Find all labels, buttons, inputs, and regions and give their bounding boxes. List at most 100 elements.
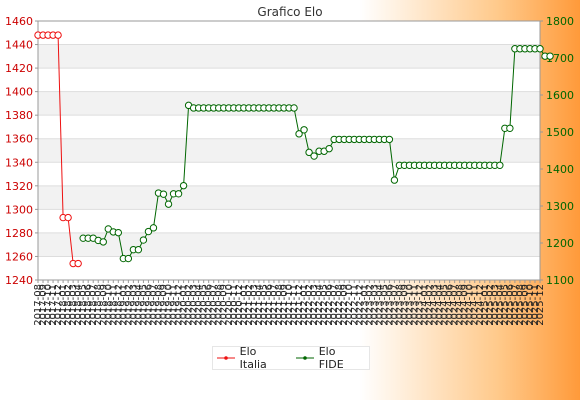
x-tick-label: 2025-12 — [535, 284, 546, 326]
series-point-1 — [134, 245, 143, 254]
series-point-0 — [74, 259, 82, 268]
x-tick-label: 2022-06 — [324, 284, 335, 326]
plot-band — [38, 91, 540, 116]
series-point-1 — [139, 236, 148, 244]
x-tick-label: 2020-10 — [224, 284, 235, 326]
x-tick-label: 2025-08 — [515, 284, 526, 326]
x-tick-label: 2024-06 — [445, 284, 456, 326]
x-tick-label: 2024-03 — [430, 284, 441, 326]
x-tick-label: 2020-07 — [209, 284, 220, 326]
x-tick-label: 2024-10 — [465, 284, 476, 326]
x-tick-label: 2018-11 — [108, 284, 119, 326]
series-point-1 — [149, 224, 158, 232]
series-point-1 — [325, 144, 333, 153]
x-tick-label: 2022-05 — [319, 284, 330, 326]
series-point-0 — [64, 213, 72, 222]
series-point-1 — [164, 200, 173, 208]
y-left-tick-label: 1460 — [5, 15, 33, 28]
x-tick-label: 2019-10 — [164, 284, 175, 326]
legend-swatch-elo-italia — [217, 356, 235, 360]
x-tick-label: 2022-02 — [304, 284, 315, 326]
x-tick-label: 2023-11 — [410, 284, 421, 326]
x-tick-label: 2023-12 — [415, 284, 426, 326]
x-tick-label: 2018-12 — [113, 284, 124, 326]
x-tick-label: 2020-11 — [229, 284, 240, 326]
x-tick-label: 2018-10 — [103, 284, 114, 326]
y-left-tick-label: 1340 — [5, 156, 33, 169]
series-point-0 — [54, 31, 62, 39]
plot-band — [38, 256, 540, 280]
series-point-1 — [174, 190, 183, 198]
x-tick-label: 2021-01 — [239, 284, 250, 326]
x-tick-label: 2020-08 — [214, 284, 225, 326]
x-tick-label: 2019-07 — [148, 284, 159, 326]
x-tick-label: 2024-11 — [470, 284, 481, 326]
x-tick-label: 2021-07 — [269, 284, 280, 326]
plot-band — [38, 185, 540, 210]
y-left-tick-label: 1280 — [5, 227, 33, 240]
x-tick-label: 2024-12 — [475, 284, 486, 326]
series-point-1 — [536, 45, 544, 53]
x-tick-label: 2018-06 — [83, 284, 94, 326]
x-tick-label: 2024-08 — [455, 284, 466, 326]
legend: Elo Italia Elo FIDE — [212, 345, 370, 371]
chart-title: Grafico Elo — [257, 5, 322, 19]
x-tick-label: 2024-02 — [425, 284, 436, 326]
y-right-tick-label: 1200 — [546, 237, 574, 250]
x-tick-label: 2019-02 — [123, 284, 134, 326]
series-point-1 — [159, 190, 168, 198]
x-tick-label: 2017-11 — [48, 284, 59, 326]
plot-band — [38, 232, 540, 257]
x-tick-label: 2023-09 — [399, 284, 410, 326]
legend-item-elo-fide: Elo FIDE — [296, 345, 363, 371]
x-tick-label: 2025-03 — [490, 284, 501, 326]
x-tick-label: 2020-01 — [179, 284, 190, 326]
x-tick-label: 2025-10 — [525, 284, 536, 326]
x-tick-label: 2020-03 — [189, 284, 200, 326]
x-tick-label: 2023-05 — [379, 284, 390, 326]
series-point-1 — [546, 52, 554, 60]
x-tick-label: 2021-12 — [294, 284, 305, 326]
series-point-1 — [99, 238, 107, 246]
x-tick-label: 2022-03 — [309, 284, 320, 326]
x-tick-label: 2018-09 — [98, 284, 109, 326]
series-point-1 — [179, 181, 188, 190]
x-tick-label: 2018-05 — [78, 284, 89, 326]
x-tick-label: 2020-12 — [234, 284, 245, 326]
x-tick-label: 2023-06 — [384, 284, 395, 326]
y-right-tick-label: 1100 — [546, 274, 574, 287]
x-tick-label: 2018-07 — [88, 284, 99, 326]
x-tick-label: 2020-04 — [194, 284, 205, 326]
x-tick-label: 2021-09 — [279, 284, 290, 326]
x-tick-label: 2017-12 — [53, 284, 64, 326]
x-tick-label: 2025-06 — [505, 284, 516, 326]
x-tick-label: 2024-01 — [420, 284, 431, 326]
series-point-1 — [124, 254, 133, 263]
x-tick-label: 2021-11 — [289, 284, 300, 326]
x-tick-label: 2018-08 — [93, 284, 104, 326]
legend-label-elo-fide: Elo FIDE — [318, 345, 344, 371]
x-tick-label: 2023-01 — [359, 284, 370, 326]
x-tick-label: 2018-04 — [73, 284, 84, 326]
y-left-tick-label: 1400 — [5, 86, 33, 99]
series-point-1 — [310, 152, 318, 160]
x-tick-label: 2019-12 — [174, 284, 185, 326]
legend-label-elo-italia: Elo Italia — [239, 345, 267, 371]
y-left-tick-label: 1320 — [5, 180, 33, 193]
y-left-tick-label: 1260 — [5, 250, 33, 263]
x-tick-label: 2021-06 — [264, 284, 275, 326]
x-tick-label: 2019-01 — [118, 284, 129, 326]
x-tick-label: 2019-09 — [159, 284, 170, 326]
x-tick-label: 2020-05 — [199, 284, 210, 326]
y-right-tick-label: 1400 — [546, 163, 574, 176]
plot-band — [38, 21, 540, 45]
y-left-tick-label: 1300 — [5, 203, 33, 216]
x-tick-label: 2024-07 — [450, 284, 461, 326]
x-tick-label: 2025-07 — [510, 284, 521, 326]
x-tick-label: 2023-03 — [369, 284, 380, 326]
series-point-1 — [305, 148, 313, 157]
series-point-1 — [290, 104, 298, 112]
series-point-1 — [385, 135, 394, 144]
x-tick-label: 2019-11 — [169, 284, 180, 326]
